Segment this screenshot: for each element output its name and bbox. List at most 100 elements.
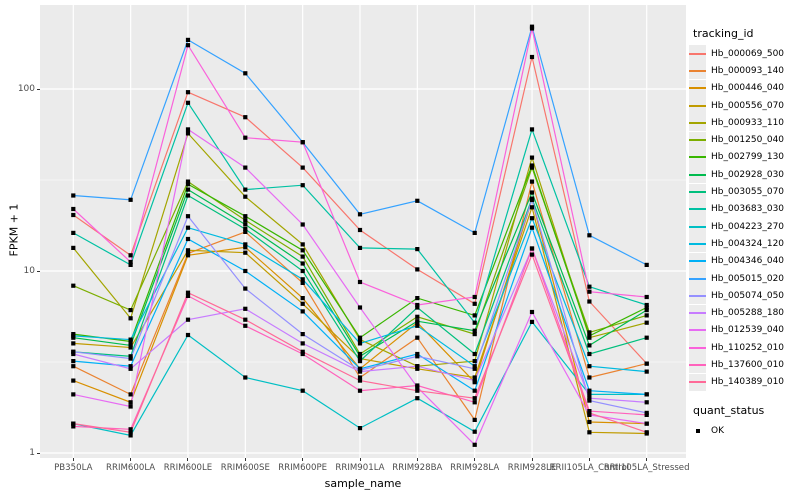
legend-item-Hb_005074_050: Hb_005074_050 xyxy=(689,287,799,305)
data-point xyxy=(415,319,420,324)
data-point xyxy=(243,115,248,120)
legend-key-line xyxy=(689,363,706,366)
x-tick-label-RRIM928BA: RRIM928BA xyxy=(392,463,443,473)
data-point xyxy=(185,293,191,298)
data-point xyxy=(587,398,592,403)
data-point xyxy=(472,396,477,401)
data-point xyxy=(71,193,76,198)
legend-item-Hb_000556_070: Hb_000556_070 xyxy=(689,97,799,115)
data-point xyxy=(300,388,305,393)
y-tick-label: 1 xyxy=(29,448,35,458)
x-tick-label-RRIM600LE: RRIM600LE xyxy=(163,463,213,473)
data-point xyxy=(472,301,477,306)
data-point xyxy=(472,320,477,325)
data-point xyxy=(185,193,191,198)
data-point xyxy=(243,286,248,291)
data-point xyxy=(644,305,649,310)
x-tick-label-RRIM600PE: RRIM600PE xyxy=(278,463,328,473)
legend-item-label: Hb_000933_110 xyxy=(711,117,785,128)
data-point xyxy=(185,90,191,95)
legend-item-Hb_140389_010: Hb_140389_010 xyxy=(689,373,799,391)
legend-item-Hb_003683_030: Hb_003683_030 xyxy=(689,200,799,218)
data-point xyxy=(300,349,305,354)
data-point xyxy=(529,54,535,60)
data-point xyxy=(644,313,649,318)
data-point xyxy=(357,378,363,383)
data-point xyxy=(587,430,592,435)
legend-key-line xyxy=(689,346,706,349)
x-tick-mark xyxy=(187,458,189,461)
legend-key-line xyxy=(689,104,706,107)
data-point xyxy=(300,296,305,301)
data-point xyxy=(644,369,649,374)
data-point xyxy=(71,283,76,288)
data-point xyxy=(644,430,649,435)
x-tick-mark xyxy=(646,458,648,461)
legend-key-swatch xyxy=(689,287,706,305)
x-tick-label-RRIM901LA: RRIM901LA xyxy=(335,463,385,473)
legend-item-Hb_002928_030: Hb_002928_030 xyxy=(689,166,799,184)
data-point xyxy=(472,442,477,447)
data-point xyxy=(644,412,649,417)
data-point xyxy=(71,245,76,250)
legend-item-label: Hb_004324_120 xyxy=(711,238,785,249)
data-point xyxy=(529,309,535,315)
data-point xyxy=(472,359,477,364)
data-point xyxy=(357,354,363,359)
legend-key-swatch xyxy=(689,270,706,287)
legend-item-Hb_004346_040: Hb_004346_040 xyxy=(689,252,799,270)
data-point xyxy=(415,296,420,301)
legend-item-label: Hb_140389_010 xyxy=(711,377,785,388)
data-point xyxy=(128,433,133,438)
legend-item-Hb_004223_270: Hb_004223_270 xyxy=(689,218,799,236)
data-point xyxy=(300,268,305,274)
data-point xyxy=(357,375,363,380)
data-point xyxy=(587,396,592,401)
data-point xyxy=(587,351,592,357)
data-point xyxy=(357,245,363,250)
legend-item-label: Hb_005015_020 xyxy=(711,273,785,284)
legend-key-swatch xyxy=(689,218,706,236)
data-point xyxy=(587,410,592,415)
legend-item-Hb_012539_040: Hb_012539_040 xyxy=(689,321,799,339)
data-point xyxy=(71,212,76,218)
data-point xyxy=(472,378,477,383)
data-point xyxy=(415,198,420,203)
data-point xyxy=(357,305,363,310)
data-point xyxy=(128,262,133,267)
data-point xyxy=(587,284,592,289)
data-point xyxy=(529,155,535,160)
x-tick-mark xyxy=(531,458,533,461)
legend-key-swatch xyxy=(689,45,706,63)
y-tick-label: 100 xyxy=(17,84,35,94)
data-point xyxy=(415,267,420,272)
data-point xyxy=(644,308,649,313)
x-tick-mark xyxy=(588,458,590,461)
x-tick-label-RRIM928LE: RRIM928LE xyxy=(507,463,557,473)
data-point xyxy=(128,400,133,405)
data-point xyxy=(357,369,363,374)
data-point xyxy=(128,364,133,369)
legend-key-swatch xyxy=(689,62,706,80)
data-point xyxy=(300,165,305,170)
data-point xyxy=(243,242,248,247)
legend-item-label: Hb_110252_010 xyxy=(711,342,785,353)
legend-item-label: Hb_004223_270 xyxy=(711,221,785,232)
legend-key-swatch xyxy=(689,356,706,374)
black-square-point-icon xyxy=(695,428,700,433)
legend-title-tracking-id: tracking_id xyxy=(693,27,754,40)
legend-item-Hb_000069_500: Hb_000069_500 xyxy=(689,45,799,63)
legend-key-swatch xyxy=(689,148,706,166)
data-point xyxy=(587,333,592,338)
x-tick-label-RRIM928LA: RRIM928LA xyxy=(450,463,500,473)
data-point xyxy=(472,388,477,393)
x-tick-mark xyxy=(359,458,361,461)
data-point xyxy=(587,364,592,369)
data-point xyxy=(644,294,649,300)
data-point xyxy=(357,335,363,340)
x-tick-mark xyxy=(72,458,74,461)
data-point xyxy=(128,427,133,432)
data-point xyxy=(644,421,649,426)
data-point xyxy=(128,354,133,359)
data-point xyxy=(128,253,133,258)
